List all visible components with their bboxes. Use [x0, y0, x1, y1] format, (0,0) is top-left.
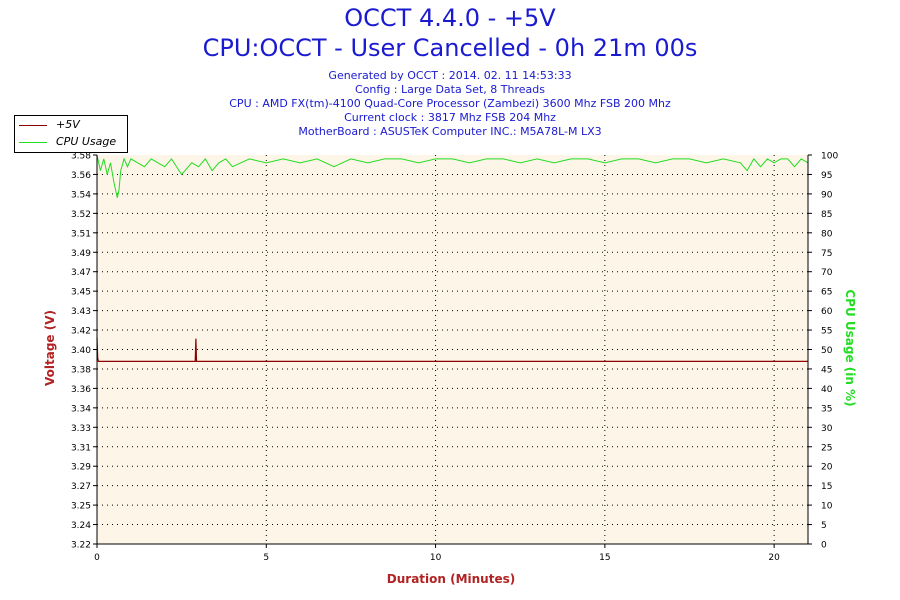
chart-legend: +5V CPU Usage: [14, 115, 128, 153]
y-tick-label: 3.22: [71, 541, 91, 551]
y-tick-label: 3.45: [71, 288, 91, 298]
y2-tick-label: 70: [821, 268, 833, 278]
chart-info: Generated by OCCT : 2014. 02. 11 14:53:3…: [0, 69, 900, 139]
y2-tick-label: 75: [821, 249, 832, 259]
info-motherboard: MotherBoard : ASUSTeK Computer INC.: M5A…: [298, 125, 602, 138]
chart-title: OCCT 4.4.0 - +5V: [344, 4, 556, 32]
x-axis-label: Duration (Minutes): [387, 572, 515, 586]
y-tick-label: 3.33: [71, 424, 91, 434]
y2-tick-label: 100: [821, 152, 838, 162]
y-tick-label: 3.43: [71, 307, 91, 317]
x-tick-label: 0: [94, 553, 100, 563]
y2-tick-label: 5: [821, 521, 827, 531]
y-axis-label: Voltage (V): [43, 310, 57, 386]
info-generated: Generated by OCCT : 2014. 02. 11 14:53:3…: [328, 69, 572, 82]
y2-tick-label: 65: [821, 288, 832, 298]
x-tick-label: 5: [263, 553, 269, 563]
x-tick-label: 10: [430, 553, 442, 563]
y2-tick-label: 0: [821, 541, 827, 551]
y-tick-label: 3.56: [71, 171, 91, 181]
legend-label-cpu: CPU Usage: [56, 135, 117, 148]
y2-tick-label: 80: [821, 229, 833, 239]
y2-axis-ticks: 0 5 10 15 20 25 30 35 40 45 50 55 60 65 70 75 80 85 90 95 10…: [808, 152, 838, 551]
x-tick-label: 20: [768, 553, 780, 563]
y-tick-label: 3.47: [71, 268, 91, 278]
y-tick-label: 3.40: [71, 346, 91, 356]
info-cpu: CPU : AMD FX(tm)-4100 Quad-Core Processo…: [229, 97, 671, 110]
y-tick-label: 3.36: [71, 385, 91, 395]
legend-swatch-voltage: [19, 125, 47, 126]
y-tick-label: 3.31: [71, 443, 91, 453]
legend-swatch-cpu: [19, 142, 47, 143]
y-tick-label: 3.58: [71, 152, 91, 162]
y2-tick-label: 35: [821, 404, 832, 414]
y-tick-label: 3.52: [71, 210, 91, 220]
y2-tick-label: 85: [821, 210, 832, 220]
info-config: Config : Large Data Set, 8 Threads: [355, 83, 545, 96]
y-tick-label: 3.54: [71, 190, 91, 200]
y-axis-ticks: 3.22 3.24 3.25 3.27 3.29 3.31 3.33 3.34 3.36 3.38…: [71, 152, 97, 551]
y2-tick-label: 45: [821, 365, 832, 375]
y2-tick-label: 20: [821, 463, 833, 473]
y-tick-label: 3.51: [71, 229, 91, 239]
y2-tick-label: 25: [821, 443, 832, 453]
y-tick-label: 3.34: [71, 404, 91, 414]
y2-tick-label: 10: [821, 502, 833, 512]
y2-tick-label: 60: [821, 307, 833, 317]
grid: [97, 155, 808, 544]
y-tick-label: 3.25: [71, 502, 91, 512]
y-tick-label: 3.24: [71, 521, 91, 531]
y-tick-label: 3.38: [71, 365, 91, 375]
y2-tick-label: 15: [821, 482, 832, 492]
y2-tick-label: 50: [821, 346, 833, 356]
y2-tick-label: 30: [821, 424, 833, 434]
y2-axis-label: CPU Usage (in %): [843, 289, 857, 406]
info-clock: Current clock : 3817 Mhz FSB 204 Mhz: [344, 111, 556, 124]
y2-tick-label: 55: [821, 327, 832, 337]
y2-tick-label: 40: [821, 385, 833, 395]
y-tick-label: 3.49: [71, 249, 91, 259]
series-line-cpu-usage: [96, 154, 809, 198]
y-tick-label: 3.42: [71, 327, 91, 337]
legend-label-voltage: +5V: [56, 118, 80, 131]
chart-subtitle: CPU:OCCT - User Cancelled - 0h 21m 00s: [202, 34, 698, 62]
y2-tick-label: 90: [821, 190, 833, 200]
y-tick-label: 3.29: [71, 463, 91, 473]
y-tick-label: 3.27: [71, 482, 91, 492]
x-tick-label: 15: [599, 553, 610, 563]
y2-tick-label: 95: [821, 171, 832, 181]
series-line-voltage: [96, 337, 808, 362]
x-axis-ticks: 0 5 10 15 20: [94, 544, 780, 563]
